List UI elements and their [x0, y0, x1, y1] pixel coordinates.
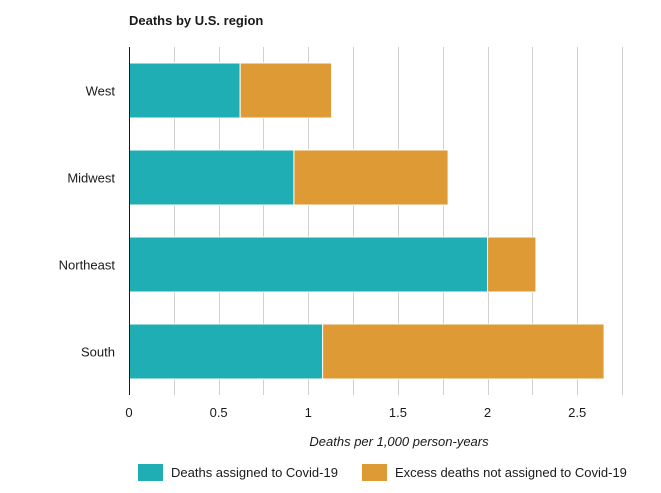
x-tick-label: 1.5: [389, 405, 407, 420]
bar-west-series-1: [239, 62, 333, 119]
category-label: West: [86, 84, 116, 99]
category-label: Midwest: [67, 171, 115, 186]
x-tick-label: 2.5: [568, 405, 586, 420]
legend-swatch-excess: [361, 464, 387, 481]
axes: West Midwest Northeast South 0 0.5 1 1.5 2 2.5: [59, 47, 586, 420]
bar-northeast-series-1: [487, 236, 537, 293]
x-tick-label: 0: [125, 405, 132, 420]
x-tick-label: 1: [305, 405, 312, 420]
x-axis-label: Deaths per 1,000 person-years: [309, 434, 489, 449]
chart-plot: West Midwest Northeast South 0 0.5 1 1.5 2 2.5 De…: [59, 47, 623, 449]
x-tick-label: 0.5: [210, 405, 228, 420]
bar-south-series-0: [128, 323, 324, 380]
legend-swatch-covid: [138, 464, 163, 481]
legend-item-excess: Excess deaths not assigned to Covid-19: [361, 464, 627, 481]
bar-midwest-series-1: [293, 149, 449, 206]
chart-title: Deaths by U.S. region: [129, 13, 264, 28]
bar-midwest-series-0: [128, 149, 295, 206]
legend-label-covid: Deaths assigned to Covid-19: [171, 465, 338, 480]
legend-item-covid: Deaths assigned to Covid-19: [138, 464, 338, 481]
bar-northeast-series-0: [128, 236, 489, 293]
bar-south-series-1: [322, 323, 605, 380]
category-label: Northeast: [59, 258, 116, 273]
bar-west-series-0: [128, 62, 241, 119]
legend-label-excess: Excess deaths not assigned to Covid-19: [394, 465, 627, 480]
x-tick-label: 2: [484, 405, 491, 420]
bars: [128, 62, 605, 380]
category-label: South: [81, 345, 115, 360]
legend: Deaths assigned to Covid-19 Excess death…: [138, 464, 651, 481]
